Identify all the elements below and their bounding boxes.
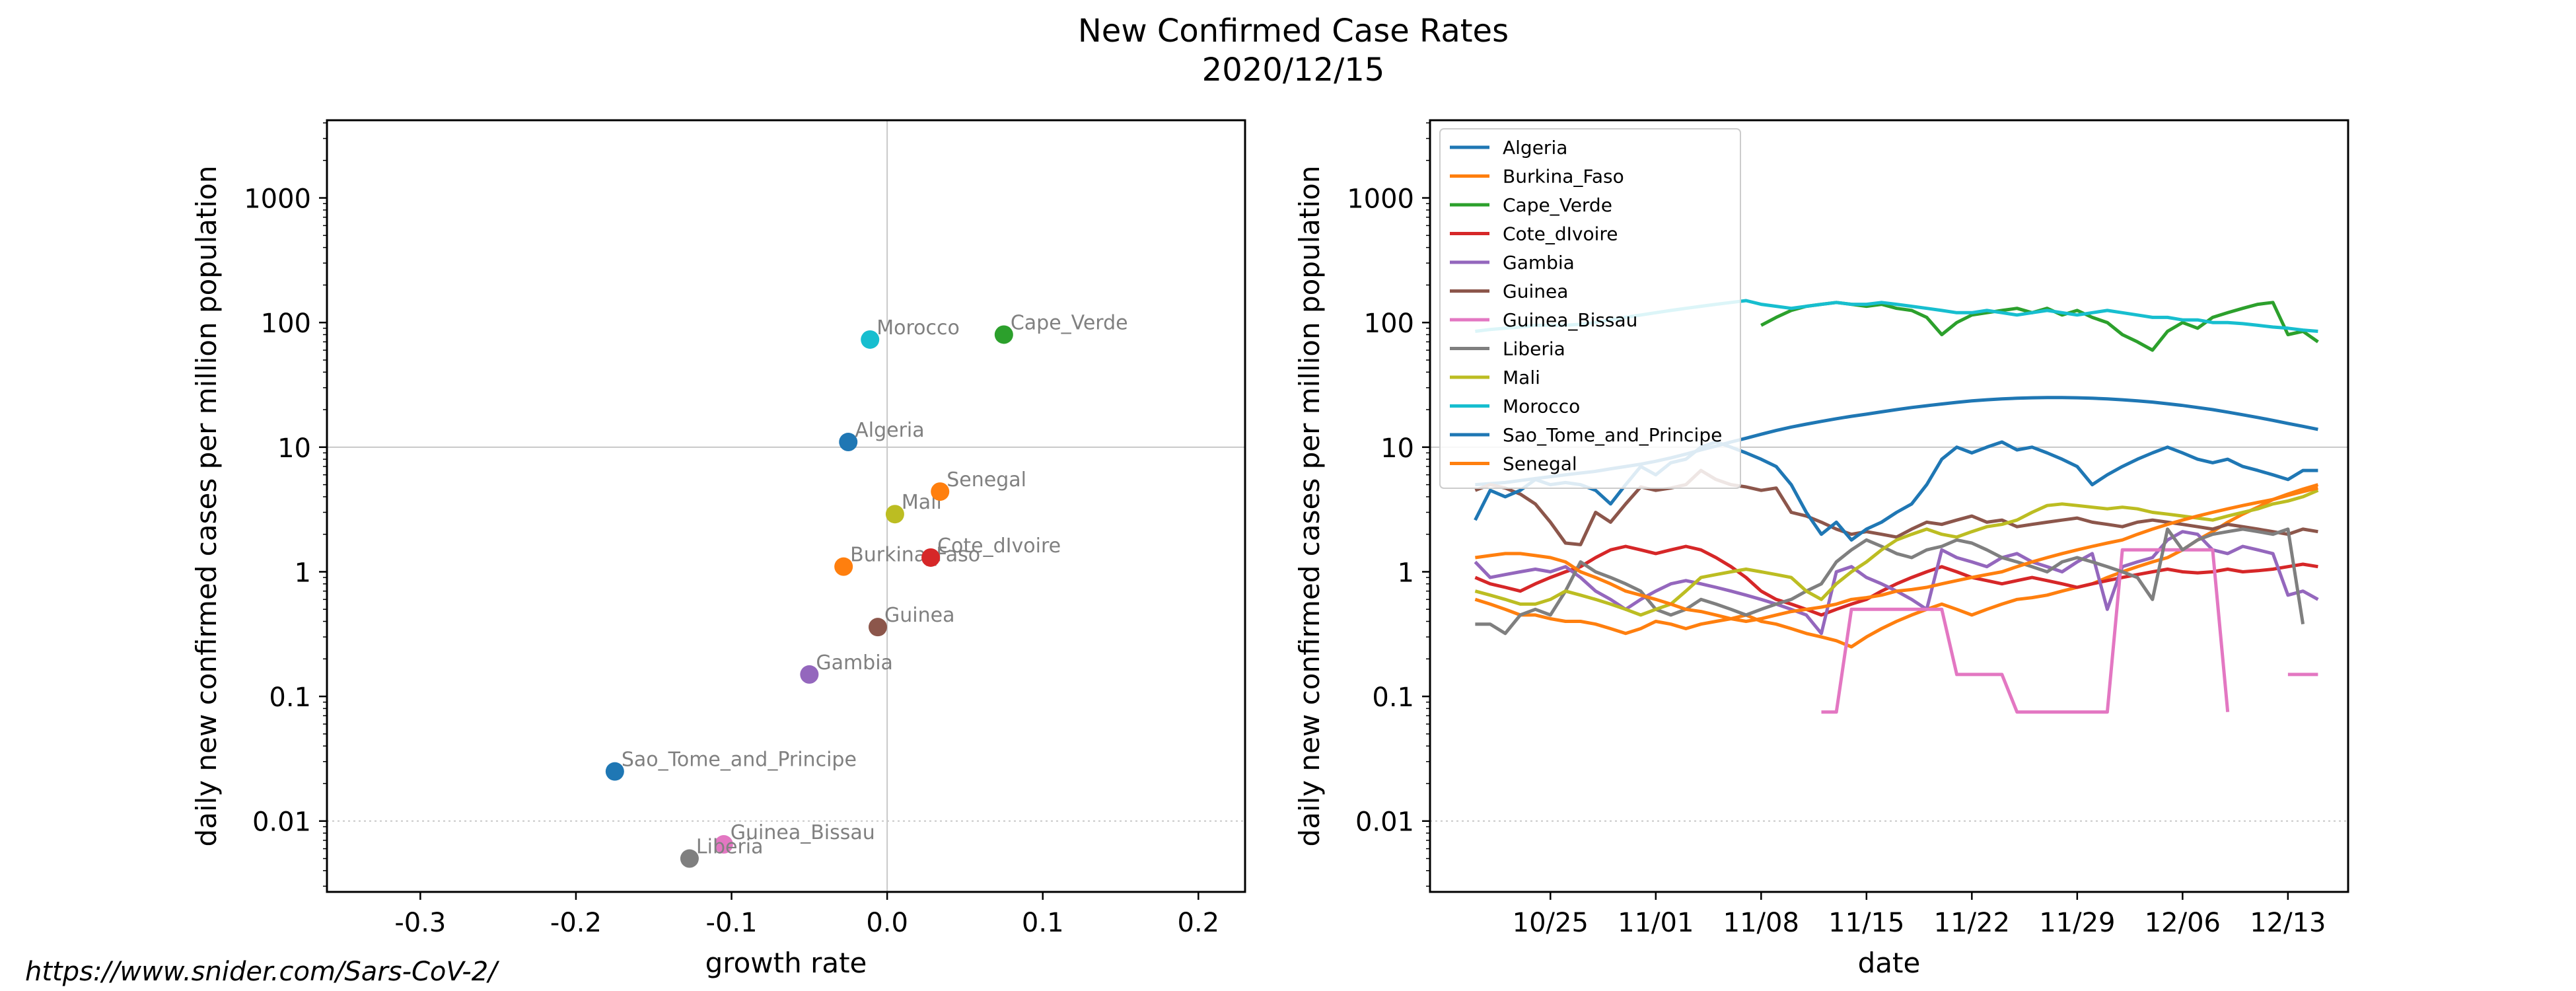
legend-label: Mali [1503,367,1540,388]
y-tick-label: 100 [261,309,311,339]
scatter-point [994,325,1013,344]
point-label: Guinea [884,604,954,627]
series-line [1474,483,2319,649]
legend-label: Liberia [1503,338,1565,360]
series-line [1474,544,2318,617]
x-tick-label: 11/22 [1934,908,2010,938]
scatter-point [931,482,950,501]
point-label: Sao_Tome_and_Principe [622,749,857,772]
x-tick-label: -0.3 [394,908,446,938]
scatter-point [714,835,733,854]
series-line [1474,488,2319,617]
x-tick-label: 0.1 [1022,908,1064,938]
y-tick-label: 1 [295,558,311,588]
x-tick-label: 11/08 [1723,908,1799,938]
x-tick-label: 11/29 [2039,908,2115,938]
series-line [1475,486,2318,623]
point-label: Cape_Verde [1011,311,1128,334]
scatter-point [885,505,904,524]
x-tick-label: 12/06 [2145,908,2221,938]
y-axis-label: daily new confirmed cases per million po… [190,166,223,847]
scatter-point [861,330,880,349]
x-tick-label: 0.2 [1178,908,1220,938]
legend-box [1439,128,1741,489]
legend-label: Algeria [1503,137,1567,159]
y-tick-label: 0.1 [1372,682,1414,713]
y-tick-label: 100 [1364,309,1414,339]
y-tick-label: 10 [1380,433,1414,464]
x-tick-label: 12/13 [2250,908,2326,938]
series-line [1475,527,2305,636]
scatter-point [800,665,819,684]
scatter-point [834,557,853,576]
series-line [1760,301,2319,352]
y-tick-label: 0.01 [1355,807,1414,838]
legend-label: Senegal [1503,453,1577,475]
plot-frame [326,119,1246,893]
point-label: Gambia [816,651,893,675]
series-line [1474,468,2318,546]
footer-url: https://www.snider.com/Sars-CoV-2/ [25,957,497,987]
legend-label: Gambia [1503,252,1575,274]
legend-label: Morocco [1503,396,1580,418]
x-axis-label: date [1858,947,1921,979]
line-panel: 0.01 0.1 1 10 100 1000 10/25 11/01 11/08 11/15 11/… [1293,119,2349,979]
scatter-point [680,849,699,868]
y-tick-label: 0.1 [269,682,311,713]
x-tick-label: 0.0 [866,908,908,938]
point-label: Morocco [877,316,960,340]
x-tick-label: 11/15 [1828,908,1904,938]
point-label: Guinea_Bissau [731,821,875,844]
point-label: Burkina_Faso [850,544,980,567]
scatter-point [605,762,624,781]
x-tick-label: -0.1 [706,908,758,938]
figure-title: New Confirmed Case Rates [1078,13,1509,50]
scatter-panel: 0.01 0.1 1 10 100 1000 -0.3 -0.2 -0.1 0.0 0.1 0.2 gr… [190,119,1246,979]
x-tick-label: 10/25 [1513,908,1589,938]
series-line [1821,548,2318,714]
legend-label: Cote_dIvoire [1503,223,1618,245]
y-tick-label: 0.01 [252,807,311,838]
point-label: Liberia [696,836,764,859]
legend-label: Guinea_Bissau [1503,309,1637,331]
legend-label: Cape_Verde [1503,194,1612,216]
scatter-point [869,618,887,637]
series-line [1474,440,2318,542]
legend-label: Burkina_Faso [1503,166,1624,188]
legend-label: Sao_Tome_and_Principe [1503,424,1722,446]
point-label: Senegal [947,468,1026,492]
plot-frame [1429,119,2349,893]
y-axis-label: daily new confirmed cases per million po… [1293,166,1326,847]
scatter-point [839,433,858,452]
y-tick-label: 1 [1398,558,1414,588]
point-label: Cote_dIvoire [937,534,1061,558]
legend-label: Guinea [1503,281,1568,303]
scatter-point [921,548,941,567]
x-axis-label: growth rate [705,947,867,979]
x-tick-label: -0.2 [550,908,602,938]
y-tick-label: 10 [277,433,311,464]
figure-subtitle: 2020/12/15 [1202,52,1385,89]
y-tick-label: 1000 [244,184,311,215]
point-label: Algeria [855,419,924,442]
x-tick-label: 11/01 [1618,908,1694,938]
y-tick-label: 1000 [1347,184,1414,215]
